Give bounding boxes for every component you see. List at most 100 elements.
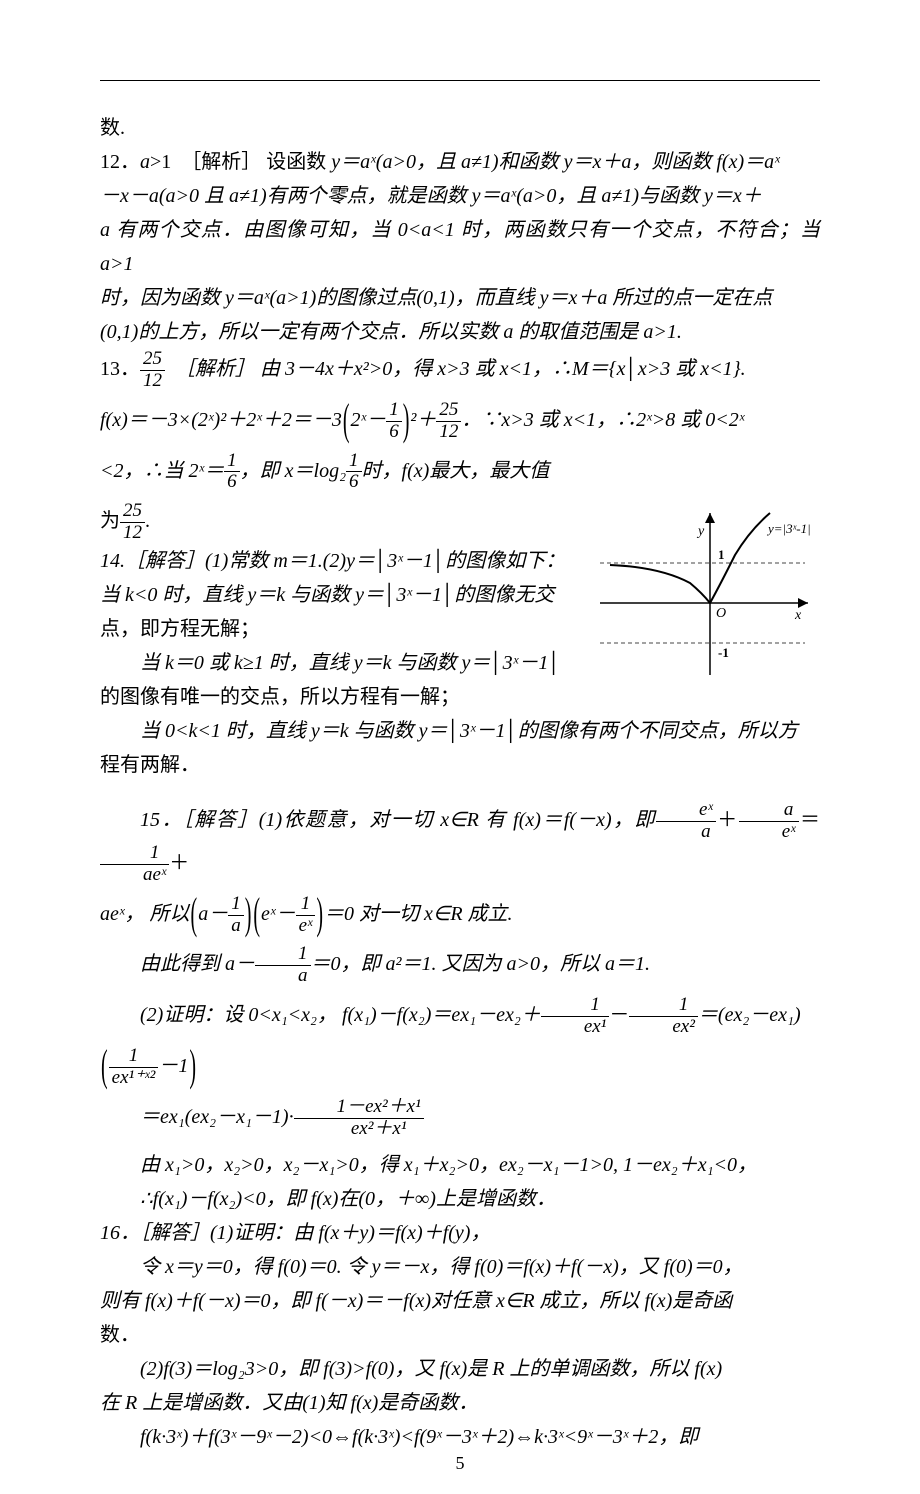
frac: 1a <box>255 944 311 987</box>
den: 12 <box>140 371 165 392</box>
paren-r: ) <box>403 384 410 459</box>
den: ex¹⁺ˣ² <box>109 1068 159 1089</box>
abs-exp-chart: y x O 1 -1 y=|3ˣ-1| <box>590 505 820 685</box>
t: ＝(ex₂－ex₁) <box>698 1004 801 1026</box>
line: 13．2512 ［解析］ 由 3－4x＋x²>0，得 x>3 或 x<1，∴M＝… <box>100 349 820 392</box>
tick-label: -1 <box>718 645 729 660</box>
frac: 2512 <box>436 400 461 443</box>
line: 数． <box>100 1318 820 1352</box>
line: f(k·3ˣ)＋f(3ˣ－9ˣ－2)<0⇔f(k·3ˣ)<f(9ˣ－3ˣ＋2)⇔… <box>100 1420 820 1454</box>
t: ＝0 对一切 x∈R 成立. <box>324 903 513 925</box>
axis-label-x: x <box>794 608 802 623</box>
line: －x－a(a>0 且 a≠1)有两个零点，就是函数 y＝aˣ(a>0，且 a≠1… <box>100 179 820 213</box>
t: a－ <box>198 903 228 925</box>
frac: 1aeˣ <box>100 843 169 886</box>
num: 1 <box>109 1046 159 1068</box>
t: ，即 x＝log₂ <box>240 460 346 482</box>
line: 时，因为函数 y＝aˣ(a>1)的图像过点(0,1)，而直线 y＝x＋a 所过的… <box>100 281 820 315</box>
line: f(x)＝－3×(2ˣ)²＋2ˣ＋2＝－3(2ˣ－16)²＋2512．∵x>3 … <box>100 400 820 443</box>
origin-label: O <box>716 606 726 621</box>
line: aeˣ， 所以(a－1a)(eˣ－1eˣ)＝0 对一切 x∈R 成立. <box>100 894 820 937</box>
num: 1 <box>228 894 244 916</box>
t: 为 <box>100 510 120 532</box>
t: ＝ex₁(ex₂－x₁－1)· <box>140 1106 294 1128</box>
frac: aeˣ <box>739 800 799 843</box>
t: aeˣ， 所以 <box>100 903 190 925</box>
den: eˣ <box>296 916 316 937</box>
paren-l: ( <box>343 384 350 459</box>
t: <2，∴当 2ˣ＝ <box>100 460 224 482</box>
t: ＋ <box>169 852 189 874</box>
num: 25 <box>436 400 461 422</box>
frac: 1ex¹⁺ˣ² <box>109 1046 159 1089</box>
paren-l: ( <box>101 1030 108 1105</box>
line: 15．［解答］(1)依题意，对一切 x∈R 有 f(x)＝f(－x)，即eˣa＋… <box>100 800 820 886</box>
curve-label: y=|3ˣ-1| <box>766 521 811 536</box>
frac: 16 <box>386 400 402 443</box>
num: 1 <box>386 400 402 422</box>
paren-r: ) <box>245 878 252 953</box>
tick-label: 1 <box>718 547 725 562</box>
den: a <box>255 966 311 987</box>
line: <2，∴当 2ˣ＝16，即 x＝log₂16时，f(x)最大，最大值 <box>100 451 820 494</box>
t: － <box>609 1004 629 1026</box>
num: 25 <box>120 501 145 523</box>
num: 1 <box>296 894 316 916</box>
num: 1 <box>629 995 698 1017</box>
t: ＝ <box>799 809 820 831</box>
t: ．∵x>3 或 x<1，∴2ˣ>8 或 0<2ˣ <box>461 409 744 431</box>
t: －1 <box>158 1055 188 1077</box>
t: 13． <box>100 358 140 380</box>
line: a 有两个交点．由图像可知，当 0<a<1 时，两函数只有一个交点，不符合；当 … <box>100 213 820 281</box>
frac: 16 <box>224 451 240 494</box>
arrow-icon <box>705 513 715 523</box>
chart-svg: y x O 1 -1 y=|3ˣ-1| <box>590 505 820 685</box>
frac: 1ex¹ <box>541 995 610 1038</box>
t: >1 ［解析］ 设函数 <box>150 151 331 173</box>
den: 6 <box>224 472 240 493</box>
t: ＝0，即 a²＝1. 又因为 a>0，所以 a＝1. <box>311 953 651 975</box>
den: 12 <box>120 523 145 544</box>
frac: 1a <box>228 894 244 937</box>
curve <box>610 513 770 603</box>
line: 16．［解答］(1)证明：由 f(x＋y)＝f(x)＋f(y)， <box>100 1216 820 1250</box>
frac: 2512 <box>140 349 165 392</box>
num: a <box>739 800 799 822</box>
top-rule <box>100 80 820 81</box>
t: 2ˣ－ <box>351 409 387 431</box>
line: 12．a>1 ［解析］ 设函数 y＝aˣ(a>0，且 a≠1)和函数 y＝x＋a… <box>100 145 820 179</box>
den: ex¹ <box>541 1017 610 1038</box>
den: eˣ <box>739 822 799 843</box>
paren-r: ) <box>189 1030 196 1105</box>
frac: 1－ex²＋x¹ex²＋x¹ <box>294 1097 424 1140</box>
num: eˣ <box>656 800 716 822</box>
frac: eˣa <box>656 800 716 843</box>
num: 1 <box>224 451 240 473</box>
page-number: 5 <box>0 1453 920 1474</box>
line: 由 x₁>0，x₂>0，x₂－x₁>0，得 x₁＋x₂>0，ex₂－x₁－1>0… <box>100 1148 820 1182</box>
t: eˣ－ <box>261 903 296 925</box>
den: 6 <box>346 472 362 493</box>
t: 12． <box>100 151 140 173</box>
line: 在 R 上是增函数．又由(1)知 f(x)是奇函数． <box>100 1386 820 1420</box>
den: ex² <box>629 1017 698 1038</box>
axis-label-y: y <box>696 524 705 539</box>
arrow-icon <box>798 598 808 608</box>
num: 1 <box>541 995 610 1017</box>
t: 15．［解答］(1)依题意，对一切 x∈R 有 f(x)＝f(－x)，即 <box>140 809 656 831</box>
den: a <box>656 822 716 843</box>
num: 1－ex²＋x¹ <box>294 1097 424 1119</box>
spacer <box>100 782 820 800</box>
frac: 1ex² <box>629 995 698 1038</box>
den: 12 <box>436 422 461 443</box>
t: f(x)＝－3×(2ˣ)²＋2ˣ＋2＝－3 <box>100 409 342 431</box>
paren-l: ( <box>253 878 260 953</box>
t: 由此得到 a－ <box>140 953 255 975</box>
line: 由此得到 a－1a＝0，即 a²＝1. 又因为 a>0，所以 a＝1. <box>100 944 820 987</box>
paren-l: ( <box>191 878 198 953</box>
den: a <box>228 916 244 937</box>
frac: 1eˣ <box>296 894 316 937</box>
num: 1 <box>255 944 311 966</box>
line: ＝ex₁(ex₂－x₁－1)·1－ex²＋x¹ex²＋x¹ <box>100 1097 820 1140</box>
den: ex²＋x¹ <box>294 1119 424 1140</box>
